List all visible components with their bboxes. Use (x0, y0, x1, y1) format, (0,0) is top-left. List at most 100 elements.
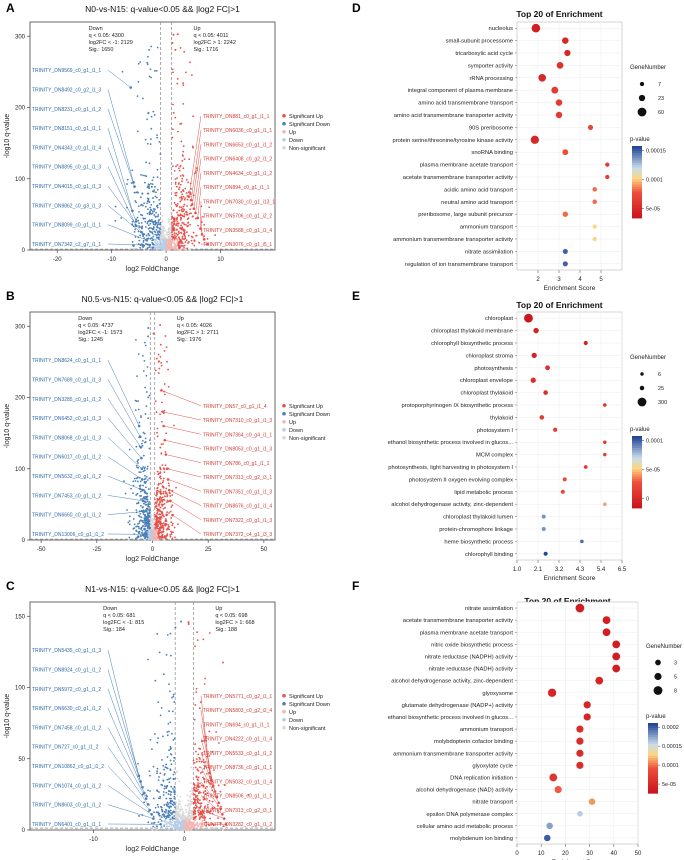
point-down (161, 226, 164, 229)
point-up (186, 794, 189, 797)
point-down (155, 222, 158, 224)
point-up (196, 768, 199, 771)
point-up (181, 228, 184, 230)
point-down (147, 417, 150, 420)
point-down (147, 533, 150, 536)
colorbar-segment (632, 464, 642, 468)
point-up (197, 802, 200, 805)
point-down (137, 535, 140, 538)
gene-label-down: TRINITY_DN4343_c0_g1_i1_4 (32, 145, 101, 151)
point-up (193, 244, 196, 247)
point-up (171, 239, 174, 242)
point-down (168, 825, 171, 828)
gene-label-down: TRINITY_DN8924_c0_g1_i1_2 (32, 667, 101, 673)
colorbar-segment (648, 776, 658, 780)
colorbar-segment (632, 483, 642, 487)
point-down (148, 162, 151, 165)
point-up (206, 238, 209, 240)
point-down (126, 178, 129, 181)
point-up (173, 234, 176, 237)
stats-up-line: Up (215, 606, 222, 612)
term-label: plasma membrane acetate transport (420, 630, 514, 636)
point-down (161, 758, 163, 761)
point-down (153, 732, 156, 735)
point-up (203, 781, 206, 783)
point-down (164, 811, 167, 814)
colorbar-segment (632, 167, 642, 171)
point-up (176, 77, 179, 80)
point-down (152, 825, 155, 828)
panel-letter-d: D (352, 1, 361, 15)
term-label: nitrate assimilation (465, 249, 513, 255)
point-up (176, 203, 179, 205)
label-leader-up (200, 752, 218, 798)
point-down (144, 521, 146, 524)
legend-swatch (282, 145, 286, 150)
point-up (190, 239, 193, 242)
point-down (143, 537, 146, 540)
point-up (159, 520, 162, 523)
point-down (153, 811, 155, 813)
point-down (141, 227, 144, 229)
enrichment-title: Top 20 of Enrichment (524, 596, 610, 606)
point-down (152, 197, 154, 199)
point-up (193, 239, 196, 242)
point-up (197, 769, 200, 772)
colorbar-segment (648, 781, 658, 785)
point-up (163, 383, 166, 385)
point-up (168, 528, 171, 531)
point-up (176, 218, 178, 220)
point-up (170, 517, 173, 519)
point-down (123, 480, 125, 483)
colorbar-segment (632, 208, 642, 212)
point-up (171, 504, 174, 507)
point-down (139, 494, 142, 497)
point-up (175, 232, 178, 235)
point-up (193, 798, 196, 801)
point-down (138, 815, 140, 817)
point-up (162, 467, 165, 470)
point-up (169, 530, 172, 533)
point-up (173, 229, 176, 232)
point-down (142, 431, 145, 434)
point-up (171, 226, 174, 228)
label-leader-up (200, 809, 225, 819)
gene-label-up: TRINITY_DN694_c0_g1_i1_1 (203, 722, 270, 728)
legend-label: Non-significant (289, 726, 326, 732)
point-down (150, 525, 153, 528)
point-down (144, 486, 147, 489)
point-down (151, 183, 154, 186)
point-down (156, 215, 159, 218)
point-up (194, 743, 197, 746)
point-down (176, 818, 178, 821)
point-up (195, 234, 198, 237)
x-axis-label: log2 FoldChange (126, 846, 179, 853)
gene-label-down: TRINITY_DN10862_c0_g1_i1_2 (32, 764, 104, 770)
point-down (175, 825, 178, 828)
colorbar-segment (632, 160, 642, 164)
point-up (208, 730, 211, 733)
point-up (198, 785, 201, 788)
point-down (174, 827, 177, 830)
point-down (143, 518, 146, 521)
gene-label-down: TRINITY_DN6452_c0_g1_i1_3 (32, 416, 101, 422)
enrichment-bubble (553, 427, 558, 432)
point-down (154, 185, 156, 188)
enrichment-bubble (577, 810, 583, 817)
point-up (206, 785, 208, 788)
colorbar-segment (632, 177, 642, 181)
point-up (182, 145, 185, 148)
point-down (143, 248, 146, 251)
point-down (156, 176, 159, 179)
stats-down-line: Sig.: 184 (103, 627, 125, 633)
point-up (199, 825, 202, 828)
point-up (191, 787, 193, 790)
legend-label: Significant Up (289, 694, 323, 700)
colorbar-segment (632, 203, 642, 207)
legend-swatch (282, 725, 286, 730)
label-leader-up (200, 229, 205, 240)
point-down (158, 231, 161, 234)
point-down (168, 821, 171, 824)
point-up (160, 503, 163, 506)
point-down (171, 803, 174, 806)
